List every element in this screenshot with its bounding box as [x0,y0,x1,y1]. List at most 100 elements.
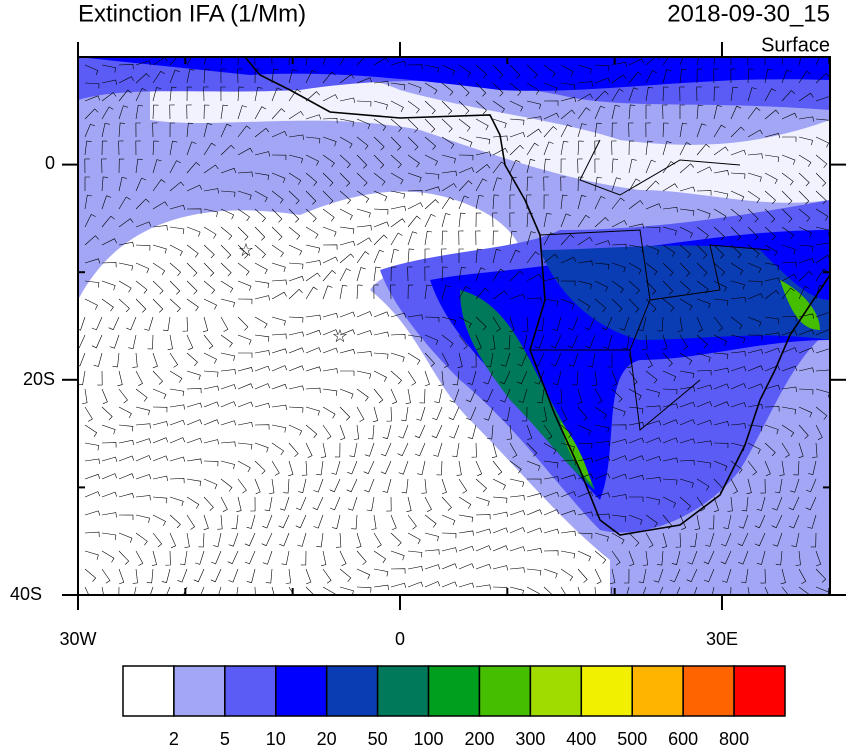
wind-barb [210,550,222,565]
wind-barb [135,122,141,138]
wind-barb [730,423,746,429]
wind-barb [373,81,389,87]
wind-barb [696,208,711,219]
wind-barb [220,226,233,240]
wind-barb [84,298,98,310]
wind-barb [764,109,780,120]
wind-barb [526,424,533,441]
wind-barb [764,424,779,435]
wind-barb [373,118,387,131]
wind-barb [772,532,783,547]
wind-barb [560,298,575,309]
wind-barb [416,406,426,421]
wind-barb [356,330,373,336]
wind-barb [441,547,458,553]
wind-barb [526,509,543,516]
wind-barb [118,76,134,84]
wind-barb [322,347,339,354]
wind-barb [169,352,179,368]
wind-barb [764,332,780,338]
colorbar-label: 2 [169,729,179,749]
wind-barb [713,421,730,427]
wind-barb [611,88,624,102]
wind-barb [126,316,137,331]
wind-barb [146,568,154,584]
wind-barb [288,275,305,282]
wind-barb [552,370,562,385]
wind-barb [798,388,814,395]
wind-barb [305,406,320,416]
wind-barb [305,424,318,438]
wind-barb [169,404,185,410]
wind-barb [97,370,103,386]
wind-barb [246,568,256,583]
wind-barb [475,528,492,534]
wind-barb [626,586,630,595]
wind-barb [543,277,560,283]
wind-barb [203,188,219,194]
wind-barb [696,104,704,120]
wind-barb [713,401,730,408]
wind-barb [254,127,270,138]
wind-barb [135,60,152,66]
wind-barb [560,509,577,516]
wind-barb [169,388,185,397]
wind-barb [543,509,560,516]
wind-barb [679,370,695,379]
coastline [244,57,830,536]
wind-barb [169,140,178,156]
wind-barb [186,122,194,138]
wind-barb [186,298,199,312]
wind-barb [84,213,96,228]
wind-barb [424,248,430,263]
wind-barb [356,208,371,218]
wind-barb [543,460,559,468]
wind-barb [492,177,502,192]
wind-barb [577,550,592,562]
wind-barb [441,170,457,177]
wind-barb [152,280,164,295]
wind-barb [458,118,471,132]
wind-barb [577,406,588,422]
wind-barb [203,226,217,239]
wind-barb [390,232,403,246]
wind-barb [135,474,152,480]
wind-barb [526,212,533,228]
wind-barb [405,388,411,404]
wind-barb [628,244,644,253]
wind-barb [78,370,86,386]
wind-barb [475,545,492,552]
wind-barb [364,442,375,457]
wind-barb [305,387,321,394]
wind-barb [373,532,382,548]
wind-barb [237,147,253,156]
wind-barb [407,172,422,183]
wind-barb [815,190,827,205]
wind-barb [271,244,284,258]
wind-barb [101,424,116,435]
wind-barb [594,90,609,102]
wind-barb [186,104,192,120]
wind-barb [679,496,692,511]
wind-barb [186,141,197,156]
wind-barb [610,568,616,584]
wind-barb [424,564,441,570]
wind-barb [203,280,216,294]
wind-barb [441,230,448,246]
wind-barb [305,244,321,253]
wind-barb [169,496,184,507]
wind-barb [390,172,404,185]
wind-barb [747,442,761,454]
wind-barb [475,248,483,264]
wind-barb [407,231,418,246]
wind-barb [594,473,611,480]
wind-barb [458,545,475,552]
wind-barb [465,406,477,421]
wind-barb [713,68,719,84]
wind-barb [322,424,332,440]
wind-barb [386,496,392,512]
wind-barb [220,298,235,308]
wind-barb [458,266,467,282]
wind-barb [84,491,101,498]
wind-barb [322,154,335,168]
